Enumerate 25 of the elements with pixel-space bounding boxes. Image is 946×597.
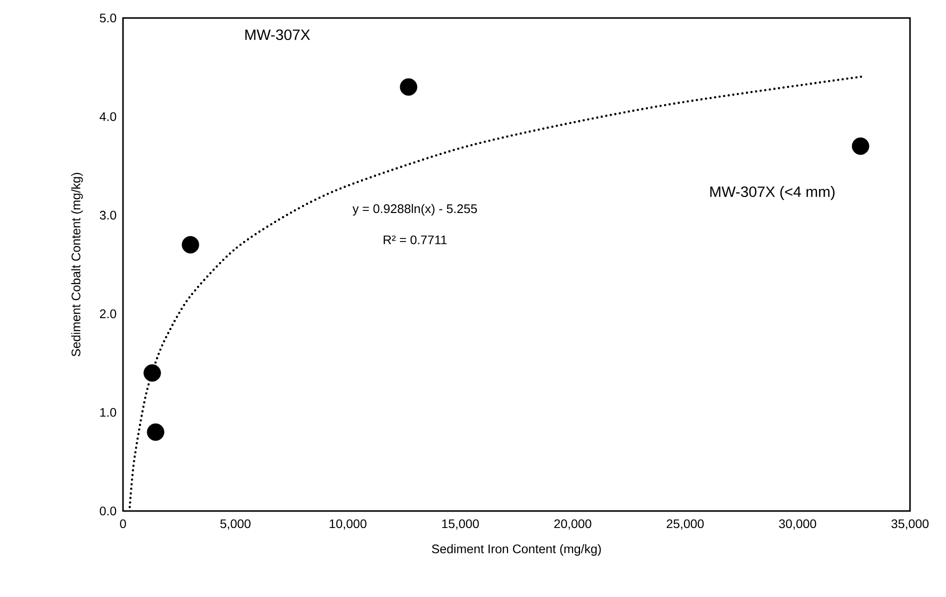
x-tick-label: 0 (120, 519, 126, 528)
point (146, 423, 164, 441)
x-tick-label: 15,000 (442, 519, 479, 530)
x-tick-label: 10,000 (330, 519, 366, 530)
point (400, 78, 418, 96)
annotation: R² = 0.7711 (384, 235, 447, 244)
point (182, 236, 200, 254)
x-tick-label: 35,000 (891, 519, 929, 530)
annotation: MW-307X (245, 29, 310, 40)
y-tick-label: 4.0 (100, 112, 116, 122)
x-tick-label: 5,000 (220, 519, 251, 530)
y-axis-title: Sediment Cobalt Content (mg/kg) (71, 172, 83, 356)
annotation: MW-307X (<4 mm) (710, 186, 835, 200)
y-tick-label: 1.0 (100, 408, 116, 417)
y-tick-label: 3.0 (100, 210, 116, 220)
x-tick-label: 30,000 (779, 519, 816, 530)
point (852, 137, 870, 155)
y-tick-label: 2.0 (100, 309, 116, 318)
x-tick-label: 25,000 (666, 519, 704, 530)
x-axis-title: Sediment Iron Content (mg/kg) (432, 544, 601, 556)
y-tick-label: 0.0 (100, 506, 116, 516)
y-tick-label: 5.0 (100, 14, 116, 22)
point (144, 364, 161, 382)
annotation: y = 0.9288ln(x) - 5.255 (352, 204, 477, 216)
x-tick-label: 20,000 (554, 519, 592, 530)
